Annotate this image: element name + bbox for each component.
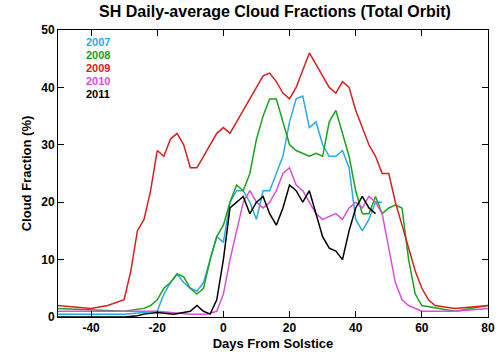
svg-text:80: 80 [481,321,495,335]
svg-text:2008: 2008 [86,49,110,61]
svg-text:20: 20 [41,195,55,209]
svg-text:0: 0 [220,321,227,335]
svg-text:Cloud Fraction (%): Cloud Fraction (%) [19,116,34,232]
svg-text:20: 20 [283,321,297,335]
svg-text:40: 40 [41,81,55,95]
svg-text:2011: 2011 [86,88,110,100]
svg-text:2007: 2007 [86,36,110,48]
svg-text:40: 40 [349,321,363,335]
svg-text:Days From Solstice: Days From Solstice [213,336,334,351]
svg-text:SH Daily-average Cloud Fractio: SH Daily-average Cloud Fractions (Total … [99,3,451,20]
svg-text:30: 30 [41,138,55,152]
svg-text:10: 10 [41,253,55,267]
svg-text:2009: 2009 [86,62,110,74]
svg-text:2010: 2010 [86,75,110,87]
svg-text:-40: -40 [82,321,100,335]
svg-text:60: 60 [415,321,429,335]
svg-text:0: 0 [48,310,55,324]
svg-text:50: 50 [41,23,55,37]
svg-text:-20: -20 [149,321,167,335]
